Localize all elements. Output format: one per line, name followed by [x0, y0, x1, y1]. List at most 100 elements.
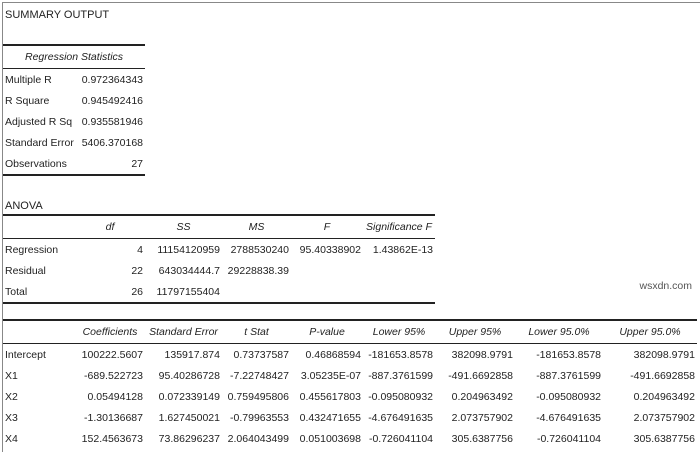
cell-value: 2788530240 [230, 243, 289, 256]
cell-value [363, 281, 435, 304]
regression-statistics-table: Regression Statistics Multiple R 0.9723643… [3, 44, 146, 176]
row-value: 27 [75, 153, 146, 176]
cell-value [222, 281, 291, 304]
cell-value: 1.43862E-13 [372, 243, 433, 256]
cell-value: -887.3761599 [536, 369, 601, 382]
cell-value: 152.4563673 [81, 432, 143, 445]
cell-value: 0.73737587 [233, 348, 289, 361]
coefficients-table: Coefficients Standard Error t Stat P-value L… [3, 319, 697, 449]
cell-value: 0.072339149 [158, 390, 220, 403]
cell-value: 95.40286728 [158, 369, 220, 382]
anova-header: df SS MS F Significance F [3, 214, 435, 239]
table-row: Residual 22 643034444.7 29228838.39 [3, 260, 435, 281]
column-header: Coefficients [75, 319, 145, 344]
regression-statistics-header: Regression Statistics [3, 44, 146, 69]
cell-value: 22 [131, 264, 143, 277]
cell-value: 0.455617803 [299, 390, 361, 403]
row-label: Intercept [5, 348, 46, 361]
table-row: X3 -1.30136687 1.627450021 -0.79963553 0.432… [3, 407, 697, 428]
cell-value: -0.726041104 [368, 432, 433, 445]
cell-value: -491.6692858 [630, 369, 695, 382]
table-row: X1 -689.522723 95.40286728 -7.22748427 3.052… [3, 365, 697, 386]
cell-value: 0.05494128 [87, 390, 143, 403]
cell-value: -887.3761599 [368, 369, 433, 382]
table-row: R Square 0.945492416 [3, 90, 145, 111]
header-cell: Regression Statistics [3, 44, 146, 69]
table-row: Adjusted R Sq 0.935581946 [3, 111, 145, 132]
cell-value: -7.22748427 [230, 369, 289, 382]
row-label: Standard Error [5, 136, 74, 149]
row-label: R Square [5, 94, 50, 107]
cell-value: -0.095080932 [536, 390, 601, 403]
summary-title: SUMMARY OUTPUT [5, 9, 110, 21]
cell-value [291, 281, 363, 304]
column-header: t Stat [222, 319, 291, 344]
cell-value: 26 [75, 281, 145, 304]
cell-value: 643034444.7 [158, 264, 220, 277]
row-label: Residual [5, 264, 46, 277]
cell-value: -4.676491635 [536, 411, 601, 424]
cell-value: 73.86296237 [158, 432, 220, 445]
column-header: F [291, 214, 363, 239]
cell-value: -0.095080932 [368, 390, 433, 403]
table-row: Standard Error 5406.370168 [3, 132, 145, 153]
column-header: P-value [291, 319, 363, 344]
table-row: X2 0.05494128 0.072339149 0.759495806 0.4556… [3, 386, 697, 407]
coefficients-header: Coefficients Standard Error t Stat P-value L… [3, 319, 697, 344]
row-value: 5406.370168 [81, 136, 144, 149]
cell-value: 2.073757902 [451, 411, 513, 424]
column-header [3, 319, 75, 344]
watermark: wsxdn.com [639, 280, 692, 292]
table-row: Observations 27 [3, 153, 146, 176]
cell-value: 1.627450021 [158, 411, 220, 424]
cell-value: -491.6692858 [448, 369, 513, 382]
cell-value: -4.676491635 [368, 411, 433, 424]
row-value: 0.945492416 [81, 94, 144, 107]
cell-value: -1.30136687 [84, 411, 143, 424]
column-header: MS [222, 214, 291, 239]
cell-value: 100222.5607 [81, 348, 143, 361]
row-label: X2 [5, 390, 18, 403]
cell-value: 0.432471655 [299, 411, 361, 424]
row-label: Multiple R [5, 73, 52, 86]
cell-value: 382098.9791 [451, 348, 513, 361]
row-value: 0.972364343 [81, 73, 144, 86]
cell-value: 0.204963492 [633, 390, 695, 403]
column-header: Lower 95.0% [515, 319, 603, 344]
column-header: Upper 95% [435, 319, 515, 344]
column-header [3, 214, 75, 239]
row-label: Regression [5, 243, 59, 256]
cell-value [291, 260, 363, 281]
column-header: Upper 95.0% [603, 319, 697, 344]
cell-value: 2.064043499 [227, 432, 289, 445]
cell-value: 0.46868594 [305, 348, 361, 361]
cell-value: 11154120959 [157, 243, 220, 256]
cell-value: -181653.8578 [536, 348, 601, 361]
table-row: Regression 4 11154120959 2788530240 95.40338… [3, 239, 435, 261]
cell-value: 95.40338902 [299, 243, 361, 256]
cell-value: -689.522723 [84, 369, 143, 382]
row-label: Observations [3, 153, 75, 176]
cell-value [363, 260, 435, 281]
cell-value: 2.073757902 [633, 411, 695, 424]
cell-value: -0.726041104 [536, 432, 601, 445]
cell-value: 305.6387756 [633, 432, 695, 445]
cell-value: 3.05235E-07 [300, 369, 361, 382]
cell-value: -0.79963553 [230, 411, 289, 424]
row-label: X1 [5, 369, 18, 382]
cell-value: 0.204963492 [451, 390, 513, 403]
row-label: Total [3, 281, 75, 304]
cell-value: 4 [137, 243, 143, 256]
cell-value: 0.759495806 [227, 390, 289, 403]
table-row: Total 26 11797155404 [3, 281, 435, 304]
row-value: 0.935581946 [81, 115, 144, 128]
cell-value: 0.051003698 [299, 432, 361, 445]
column-header: df [75, 214, 145, 239]
anova-title: ANOVA [5, 200, 43, 212]
column-header: Lower 95% [363, 319, 435, 344]
table-row: Multiple R 0.972364343 [3, 69, 145, 91]
row-label: Adjusted R Sq [5, 115, 73, 128]
anova-table: df SS MS F Significance F Regression 4 11154120… [3, 214, 435, 304]
table-row: X4 152.4563673 73.86296237 2.064043499 0.051… [3, 428, 697, 449]
